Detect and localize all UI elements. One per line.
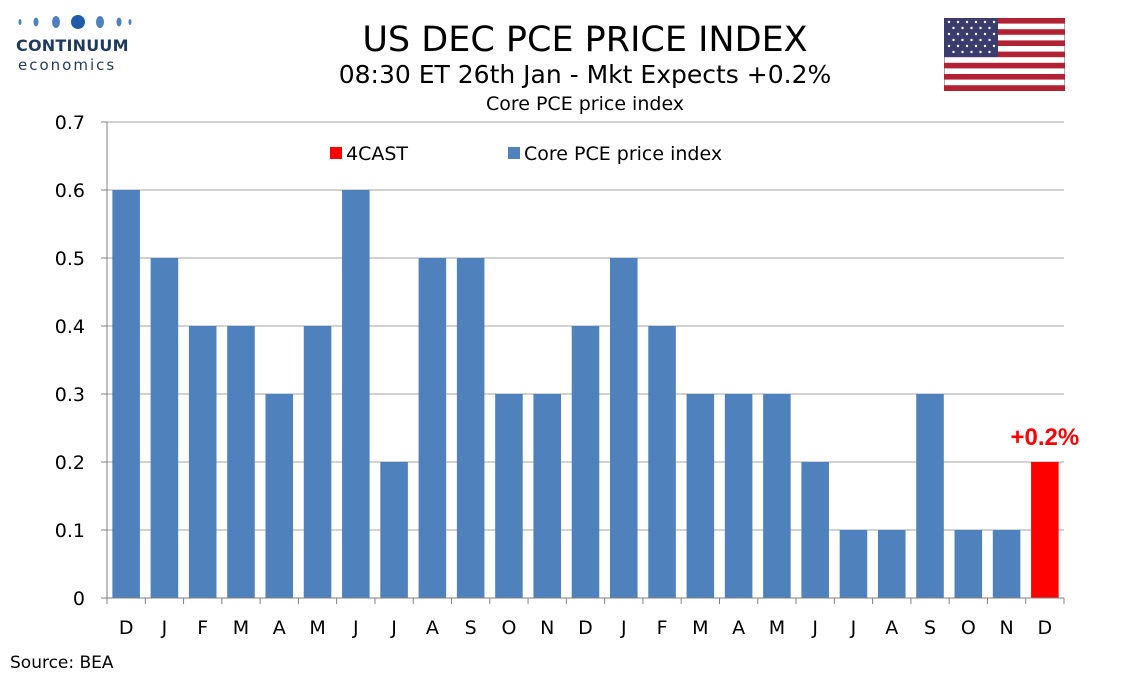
bar <box>839 530 868 598</box>
bar <box>571 326 600 598</box>
x-tick-label: D <box>119 617 134 639</box>
x-tick-label: O <box>501 617 516 639</box>
bar <box>188 326 217 598</box>
y-tick-label: 0.3 <box>55 384 85 406</box>
x-tick-label: J <box>850 617 857 639</box>
y-tick-label: 0.7 <box>55 112 85 134</box>
bar <box>495 394 523 598</box>
y-tick-label: 0.2 <box>55 452 85 474</box>
legend-swatch <box>330 147 342 159</box>
bar <box>954 530 983 598</box>
x-tick-label: M <box>692 617 708 639</box>
x-tick-label: O <box>961 617 976 639</box>
x-tick-label: A <box>273 617 286 639</box>
bar <box>648 326 676 598</box>
bar <box>227 326 255 598</box>
x-tick-label: N <box>999 617 1013 639</box>
page-subtitle: 08:30 ET 26th Jan - Mkt Expects +0.2% <box>338 60 832 89</box>
x-tick-label: M <box>233 617 249 639</box>
chart-label: Core PCE price index <box>485 93 685 115</box>
bar <box>150 258 179 598</box>
bar <box>342 190 370 598</box>
x-tick-label: M <box>769 617 785 639</box>
x-tick-label: A <box>732 617 745 639</box>
bar <box>456 258 485 598</box>
y-tick-label: 0.5 <box>55 248 85 270</box>
bar <box>801 462 829 598</box>
y-tick-label: 0.1 <box>55 520 85 542</box>
logo-dots-icon <box>18 15 132 29</box>
bar <box>724 394 753 598</box>
legend-swatch <box>508 147 520 159</box>
page-title: US DEC PCE PRICE INDEX <box>362 20 808 60</box>
continuum-logo: CONTINUUM economics <box>8 14 138 74</box>
x-tick-label: S <box>924 617 936 639</box>
bar <box>609 258 638 598</box>
logo-name: CONTINUUM <box>16 36 129 55</box>
x-tick-label: A <box>426 617 439 639</box>
x-tick-label: A <box>885 617 898 639</box>
x-tick-label: N <box>540 617 554 639</box>
source-note: Source: BEA <box>10 653 114 673</box>
x-tick-label: F <box>197 617 208 639</box>
x-tick-label: J <box>161 617 168 639</box>
y-tick-label: 0 <box>73 588 85 610</box>
x-tick-label: M <box>309 617 325 639</box>
forecast-annotation: +0.2% <box>1011 424 1080 451</box>
bar <box>877 530 906 598</box>
y-tick-label: 0.4 <box>55 316 85 338</box>
x-tick-label: J <box>390 617 397 639</box>
x-tick-label: S <box>465 617 477 639</box>
bar <box>380 462 408 598</box>
bar <box>992 530 1021 598</box>
legend-label: 4CAST <box>346 143 408 165</box>
x-tick-label: J <box>352 617 359 639</box>
bar <box>533 394 562 598</box>
x-tick-label: J <box>620 617 627 639</box>
bar <box>1031 462 1059 598</box>
bar <box>763 394 791 598</box>
x-tick-label: D <box>578 617 593 639</box>
us-flag-icon <box>944 18 1065 91</box>
legend-label: Core PCE price index <box>524 143 722 165</box>
bar <box>303 326 332 598</box>
bar <box>916 394 944 598</box>
bar <box>686 394 715 598</box>
bar <box>112 190 140 598</box>
x-tick-label: D <box>1038 617 1053 639</box>
x-tick-label: J <box>811 617 818 639</box>
x-tick-label: F <box>657 617 668 639</box>
bar <box>418 258 447 598</box>
bar <box>265 394 294 598</box>
logo-subtitle: economics <box>18 56 117 74</box>
y-tick-label: 0.6 <box>55 180 85 202</box>
